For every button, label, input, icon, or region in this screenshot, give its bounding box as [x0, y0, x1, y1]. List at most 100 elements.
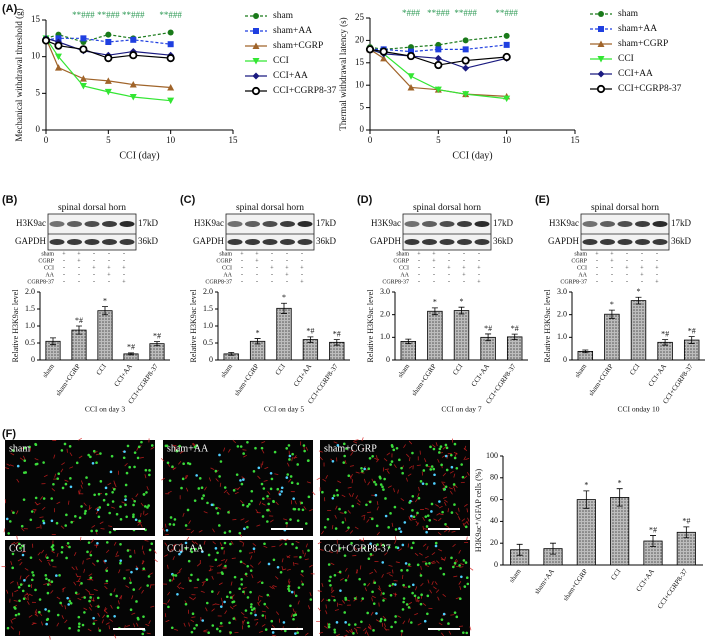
astrocyte	[288, 478, 292, 483]
astrocyte	[458, 549, 461, 554]
error-bar	[307, 336, 314, 343]
nucleus	[228, 591, 232, 594]
nucleus	[17, 586, 21, 589]
astrocyte	[135, 493, 139, 498]
astrocyte	[363, 627, 367, 632]
marker	[379, 47, 388, 56]
nucleus	[60, 550, 64, 554]
astrocyte	[79, 536, 82, 541]
nucleus	[181, 477, 185, 481]
nucleus	[261, 614, 265, 617]
astrocyte	[229, 606, 234, 610]
astrocyte	[61, 462, 65, 466]
y-tick-label: 0.5	[25, 338, 35, 347]
astrocyte	[41, 621, 43, 626]
nucleus	[172, 523, 176, 526]
astrocyte	[69, 466, 74, 469]
treatment-sign: -	[463, 251, 465, 257]
astrocyte	[75, 593, 80, 596]
astrocyte	[341, 494, 346, 498]
nucleus	[21, 544, 25, 548]
astrocyte	[167, 564, 169, 569]
nucleus	[261, 515, 265, 518]
blot-title: spinal dorsal horn	[591, 203, 659, 213]
error-bar	[405, 338, 412, 345]
nucleus	[382, 599, 385, 602]
marker	[503, 32, 510, 39]
astrocyte	[164, 554, 169, 557]
nucleus	[389, 463, 392, 466]
nucleus	[104, 559, 107, 563]
astrocyte	[370, 611, 374, 616]
nucleus	[404, 562, 408, 565]
astrocyte	[353, 441, 358, 444]
nucleus	[105, 569, 109, 573]
significance: *#	[75, 316, 83, 325]
astrocyte	[267, 491, 271, 495]
marker	[79, 45, 88, 54]
astrocyte	[347, 574, 350, 579]
marker	[252, 58, 260, 65]
significance: *	[460, 297, 464, 306]
x-tick-label: 15	[229, 135, 239, 145]
nucleus	[367, 557, 371, 561]
legend-label: CCI+CGRP8-37	[273, 86, 337, 96]
nucleus	[296, 519, 300, 522]
astrocyte	[443, 529, 448, 533]
x-tick-label: sham	[573, 362, 588, 379]
nucleus	[126, 549, 130, 552]
nucleus	[383, 477, 386, 481]
nucleus	[239, 549, 242, 553]
nucleus	[171, 465, 174, 468]
nucleus	[50, 519, 54, 523]
astrocyte	[441, 454, 446, 458]
nucleus	[244, 572, 248, 576]
x-tick-label: sham+CGRP	[233, 362, 261, 397]
astrocyte	[398, 548, 402, 552]
astrocyte	[89, 550, 92, 555]
astrocyte	[362, 447, 365, 452]
astrocyte	[113, 480, 116, 485]
bar	[610, 497, 630, 566]
nucleus	[87, 482, 91, 486]
astrocyte	[417, 493, 420, 498]
astrocyte	[190, 619, 195, 623]
treatment-name: sham	[574, 251, 587, 257]
marker	[55, 35, 62, 42]
nucleus	[56, 477, 60, 480]
nucleus	[52, 482, 55, 486]
marker	[79, 75, 87, 82]
legend-label: sham	[618, 9, 639, 19]
astrocyte	[400, 507, 405, 511]
nucleus	[327, 623, 331, 626]
treatment-sign: -	[448, 272, 450, 278]
nucleus	[410, 546, 414, 550]
astrocyte	[212, 603, 217, 606]
nucleus	[453, 561, 457, 565]
nucleus	[111, 500, 115, 503]
nucleus	[229, 542, 232, 546]
astrocyte	[176, 571, 181, 574]
nucleus	[425, 482, 428, 486]
astrocyte	[425, 564, 430, 568]
nucleus	[45, 618, 49, 622]
astrocyte	[141, 545, 144, 550]
y-tick-label: 0	[31, 355, 35, 364]
astrocyte	[373, 457, 378, 461]
nucleus	[428, 518, 432, 522]
nucleus	[291, 542, 294, 546]
astrocyte	[164, 613, 167, 618]
astrocyte	[304, 558, 309, 561]
astrocyte	[14, 541, 19, 545]
legend-label: CCI	[618, 54, 634, 64]
nucleus	[193, 627, 196, 630]
astrocyte	[400, 498, 405, 502]
astrocyte	[350, 628, 354, 633]
nucleus	[95, 529, 98, 533]
nucleus	[242, 452, 245, 455]
nucleus	[165, 528, 169, 532]
nucleus	[98, 629, 102, 632]
nucleus	[410, 621, 413, 624]
nucleus	[439, 567, 442, 570]
nucleus	[119, 561, 122, 565]
